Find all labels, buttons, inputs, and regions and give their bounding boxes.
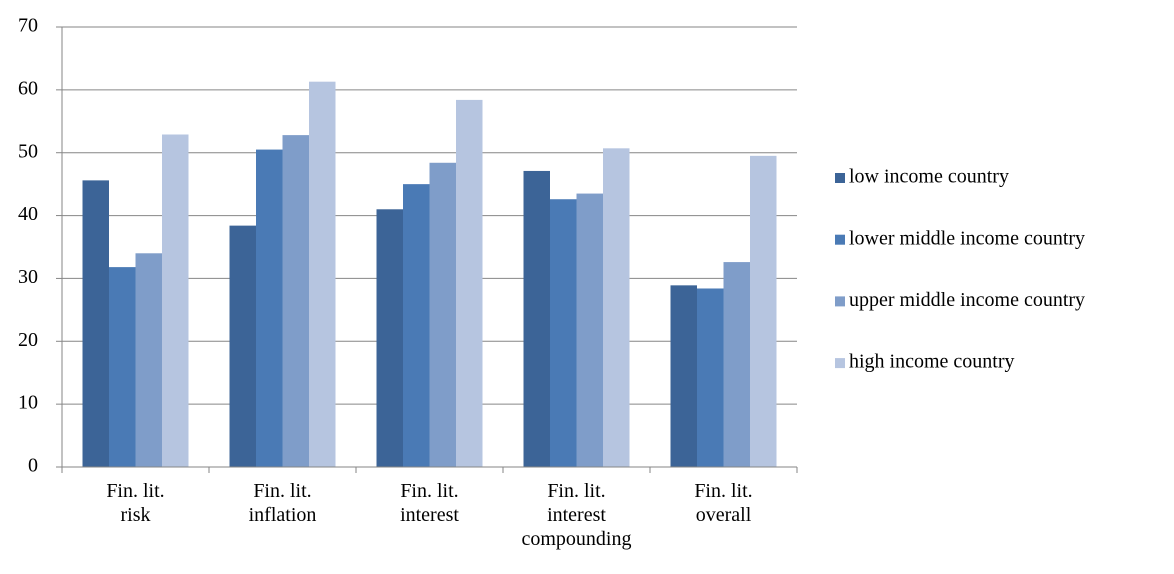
bar <box>670 285 697 467</box>
bar <box>429 162 456 467</box>
y-tick-label: 60 <box>18 77 38 99</box>
x-tick-label: Fin. lit. interest compounding <box>521 480 632 550</box>
legend-label: lower middle income country <box>849 227 1085 249</box>
bar <box>229 225 256 467</box>
bar <box>376 209 403 468</box>
bar <box>603 148 630 468</box>
bar <box>109 267 136 467</box>
legend-label: upper middle income country <box>849 289 1085 311</box>
x-tick-label: Fin. lit. risk <box>106 480 165 526</box>
bar <box>403 184 430 467</box>
legend-label: low income country <box>849 166 1009 188</box>
legend-label: high income country <box>849 351 1015 373</box>
bar <box>576 193 603 468</box>
y-tick-label: 50 <box>18 140 38 162</box>
legend-swatch <box>835 296 845 307</box>
y-tick-label: 0 <box>28 455 38 477</box>
y-tick-label: 40 <box>18 203 38 225</box>
legend-swatch <box>835 173 845 183</box>
y-tick-label: 10 <box>18 392 38 414</box>
legend-swatch <box>835 358 845 369</box>
bar <box>697 288 724 467</box>
y-tick-label: 70 <box>18 15 38 37</box>
bar <box>282 135 309 467</box>
bar <box>135 253 162 467</box>
bar <box>750 155 777 467</box>
bar <box>523 170 550 467</box>
bar <box>723 262 750 467</box>
legend-swatch <box>835 234 845 245</box>
x-tick-label: Fin. lit. inflation <box>248 480 317 526</box>
bar <box>456 99 483 468</box>
x-tick-label: Fin. lit. interest <box>400 480 459 526</box>
bar <box>550 199 577 467</box>
x-tick-label: Fin. lit. overall <box>694 480 753 526</box>
bar <box>162 134 189 467</box>
bar <box>82 180 109 467</box>
bar <box>309 81 336 467</box>
y-tick-label: 30 <box>18 266 38 288</box>
y-tick-label: 20 <box>18 329 38 351</box>
bar <box>256 149 283 468</box>
